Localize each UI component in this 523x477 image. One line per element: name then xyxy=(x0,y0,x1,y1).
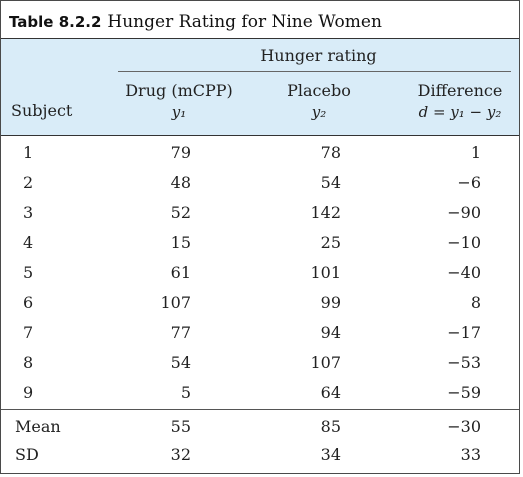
summary-rule xyxy=(1,409,519,410)
table-row: 8 54 107 −53 xyxy=(1,348,519,378)
table-title: Table 8.2.2 Hunger Rating for Nine Women xyxy=(9,9,382,35)
cell-placebo: 64 xyxy=(320,383,341,402)
cell-placebo: 85 xyxy=(320,417,341,436)
cell-drug: 32 xyxy=(170,445,191,464)
table-row: 6 107 99 8 xyxy=(1,288,519,318)
cell-drug: 107 xyxy=(160,293,191,312)
column-header-placebo: Placebo xyxy=(287,81,351,100)
cell-placebo: 94 xyxy=(320,323,341,342)
cell-subject: 1 xyxy=(23,143,34,162)
cell-difference: −30 xyxy=(447,417,481,436)
cell-drug: 48 xyxy=(170,173,191,192)
summary-row: SD 32 34 33 xyxy=(1,440,519,470)
cell-placebo: 107 xyxy=(310,353,341,372)
cell-drug: 54 xyxy=(170,353,191,372)
column-header-drug: Drug (mCPP) xyxy=(125,81,233,100)
group-header-rule xyxy=(118,71,511,72)
table-row: 7 77 94 −17 xyxy=(1,318,519,348)
cell-difference: 33 xyxy=(460,445,481,464)
cell-drug: 52 xyxy=(170,203,191,222)
cell-subject: 9 xyxy=(23,383,34,402)
table-number: Table 8.2.2 xyxy=(9,13,102,31)
cell-drug: 79 xyxy=(170,143,191,162)
cell-subject: 8 xyxy=(23,353,34,372)
cell-subject: 4 xyxy=(23,233,34,252)
cell-difference: 8 xyxy=(470,293,481,312)
cell-subject: 2 xyxy=(23,173,34,192)
cell-difference: −17 xyxy=(447,323,481,342)
cell-placebo: 78 xyxy=(320,143,341,162)
cell-difference: −59 xyxy=(447,383,481,402)
cell-summary-label: SD xyxy=(15,445,39,464)
cell-difference: −90 xyxy=(447,203,481,222)
table-caption: Hunger Rating for Nine Women xyxy=(107,12,382,32)
table-header: Hunger rating Subject Drug (mCPP) y₁ Pla… xyxy=(1,39,519,135)
cell-drug: 61 xyxy=(170,263,191,282)
cell-placebo: 142 xyxy=(310,203,341,222)
cell-drug: 55 xyxy=(170,417,191,436)
cell-placebo: 99 xyxy=(320,293,341,312)
table-row: 1 79 78 1 xyxy=(1,138,519,168)
column-header-subject: Subject xyxy=(11,101,73,120)
cell-drug: 15 xyxy=(170,233,191,252)
column-header-difference: Difference xyxy=(417,81,503,100)
column-header-difference-formula: d = y₁ − y₂ xyxy=(418,103,502,121)
table-row: 5 61 101 −40 xyxy=(1,258,519,288)
table-row: 4 15 25 −10 xyxy=(1,228,519,258)
table-row: 9 5 64 −59 xyxy=(1,378,519,408)
cell-subject: 7 xyxy=(23,323,34,342)
top-rule xyxy=(1,38,519,39)
column-header-drug-symbol: y₁ xyxy=(171,103,187,121)
cell-placebo: 101 xyxy=(310,263,341,282)
cell-difference: −53 xyxy=(447,353,481,372)
cell-placebo: 54 xyxy=(320,173,341,192)
group-header-hunger-rating: Hunger rating xyxy=(260,46,377,65)
table-row: 3 52 142 −90 xyxy=(1,198,519,228)
cell-subject: 5 xyxy=(23,263,34,282)
cell-drug: 77 xyxy=(170,323,191,342)
cell-difference: 1 xyxy=(470,143,481,162)
table-row: 2 48 54 −6 xyxy=(1,168,519,198)
header-bottom-rule xyxy=(1,135,519,136)
cell-subject: 3 xyxy=(23,203,34,222)
cell-difference: −40 xyxy=(447,263,481,282)
cell-placebo: 34 xyxy=(320,445,341,464)
cell-summary-label: Mean xyxy=(15,417,61,436)
cell-placebo: 25 xyxy=(320,233,341,252)
cell-difference: −10 xyxy=(447,233,481,252)
column-header-placebo-symbol: y₂ xyxy=(311,103,327,121)
cell-difference: −6 xyxy=(457,173,481,192)
summary-row: Mean 55 85 −30 xyxy=(1,412,519,442)
cell-drug: 5 xyxy=(180,383,191,402)
cell-subject: 6 xyxy=(23,293,34,312)
